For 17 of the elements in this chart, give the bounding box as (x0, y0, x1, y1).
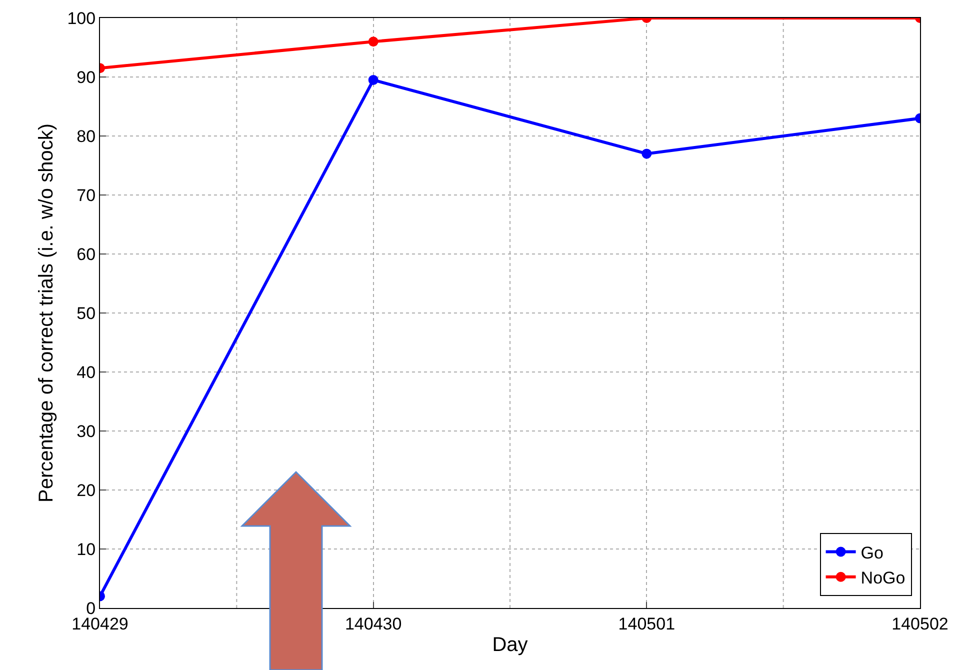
x-tick-label: 140430 (344, 614, 402, 634)
x-tick-label: 140502 (892, 614, 948, 634)
x-axis-title: Day (492, 634, 528, 656)
y-tick-label: 90 (76, 68, 96, 87)
legend-label: Go (860, 543, 884, 562)
y-tick-label: 70 (76, 186, 96, 205)
y-tick-label: 10 (76, 540, 96, 559)
legend-label: NoGo (860, 568, 906, 588)
y-tick-label: 30 (76, 422, 96, 441)
y-tick-label: 60 (76, 244, 96, 264)
y-tick-label: 80 (76, 126, 96, 146)
y-tick-label: 20 (76, 480, 96, 500)
y-tick-label: 100 (67, 8, 96, 28)
x-tick-label: 140501 (618, 614, 676, 634)
y-tick-label: 50 (76, 304, 96, 323)
y-tick-label: 40 (76, 362, 96, 382)
y-axis-title: Percentage of correct trials (i.e. w/o shock) (36, 123, 58, 503)
